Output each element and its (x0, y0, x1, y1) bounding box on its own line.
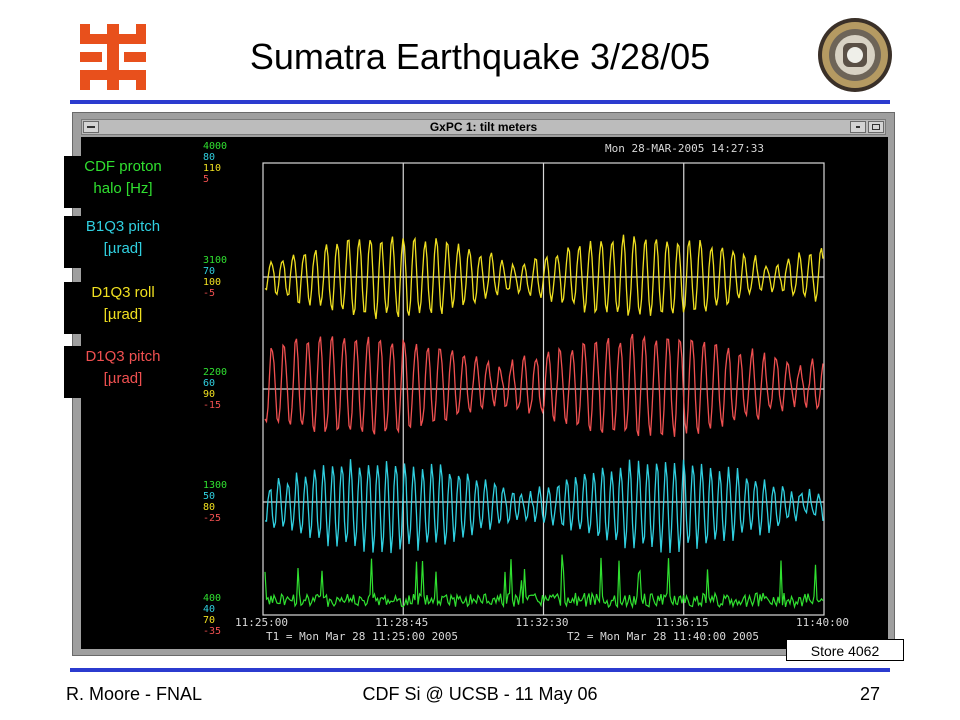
side-label-d1q3-pitch: D1Q3 pitch [µrad] (64, 346, 182, 398)
y-tick-label: 110 (203, 163, 221, 174)
y-tick-label: 70 (203, 615, 215, 626)
window-titlebar[interactable]: GxPC 1: tilt meters (81, 119, 886, 135)
t2-label: T2 = Mon Mar 28 11:40:00 2005 (567, 630, 759, 643)
tilt-meters-window: GxPC 1: tilt meters Mon 28-MAR-2005 14:2… (72, 112, 895, 656)
side-label-d1q3-pitch-line2: [µrad] (103, 370, 143, 387)
side-label-d1q3-roll: D1Q3 roll [µrad] (64, 282, 182, 334)
maximize-button[interactable] (868, 121, 884, 133)
y-tick-label: 50 (203, 491, 215, 502)
footer-page-number: 27 (860, 684, 881, 704)
y-tick-label: -15 (203, 400, 221, 411)
series-d1q3-pitch-line (264, 333, 824, 437)
y-tick-label: 4000 (203, 141, 227, 152)
y-tick-label: 90 (203, 389, 215, 400)
footer-event: CDF Si @ UCSB - 11 May 06 (362, 684, 598, 704)
y-tick-label: 400 (203, 593, 221, 604)
y-tick-label: 5 (203, 174, 209, 185)
y-tick-label: 60 (203, 378, 215, 389)
y-tick-label: 3100 (203, 255, 227, 266)
y-tick-label: -35 (203, 626, 221, 637)
side-label-halo-line1: CDF proton (84, 158, 162, 175)
y-tick-label: 80 (203, 502, 215, 513)
y-tick-label: 80 (203, 152, 215, 163)
x-tick-label: 11:25:00 (235, 616, 288, 629)
cdf-detector-logo-icon (818, 18, 892, 92)
y-tick-label: 70 (203, 266, 215, 277)
minimize-button[interactable] (850, 121, 866, 133)
bottom-divider (70, 668, 890, 672)
y-tick-label: -25 (203, 513, 221, 524)
side-label-b1q3-pitch: B1Q3 pitch [µrad] (64, 216, 182, 268)
fermilab-logo-icon (80, 24, 146, 90)
side-label-d1q3-roll-line1: D1Q3 roll (91, 284, 155, 301)
y-tick-label: 100 (203, 277, 221, 288)
side-label-halo: CDF proton halo [Hz] (64, 156, 182, 208)
series-d1q3-roll-line (264, 234, 824, 320)
y-tick-label: 2200 (203, 367, 227, 378)
side-label-d1q3-roll-line2: [µrad] (103, 306, 143, 323)
store-label: Store 4062 (786, 639, 904, 661)
series-b1q3-pitch-line (264, 459, 824, 554)
series-halo-line (264, 554, 824, 610)
footer-author: R. Moore - FNAL (66, 684, 203, 704)
x-tick-label: 11:36:15 (656, 616, 709, 629)
top-divider (70, 100, 890, 104)
y-tick-label: -5 (203, 288, 215, 299)
tilt-meter-plot: Mon 28-MAR-2005 14:27:33 400080110531007… (203, 141, 849, 643)
plot-timestamp: Mon 28-MAR-2005 14:27:33 (605, 142, 764, 155)
side-label-halo-line2: halo [Hz] (93, 180, 153, 197)
x-tick-label: 11:32:30 (516, 616, 569, 629)
y-tick-label: 40 (203, 604, 215, 615)
t1-label: T1 = Mon Mar 28 11:25:00 2005 (266, 630, 458, 643)
side-label-d1q3-pitch-line1: D1Q3 pitch (85, 348, 161, 365)
side-label-b1q3-line2: [µrad] (103, 240, 143, 257)
x-tick-label: 11:28:45 (375, 616, 428, 629)
x-tick-label: 11:40:00 (796, 616, 849, 629)
plot-screen: Mon 28-MAR-2005 14:27:33 4000 80 110 5 3100 7… (81, 137, 888, 649)
slide-title: Sumatra Earthquake 3/28/05 (249, 36, 711, 77)
side-label-b1q3-line1: B1Q3 pitch (85, 218, 161, 235)
window-menu-button[interactable] (83, 121, 99, 133)
window-title: GxPC 1: tilt meters (429, 120, 538, 134)
y-tick-label: 1300 (203, 480, 227, 491)
